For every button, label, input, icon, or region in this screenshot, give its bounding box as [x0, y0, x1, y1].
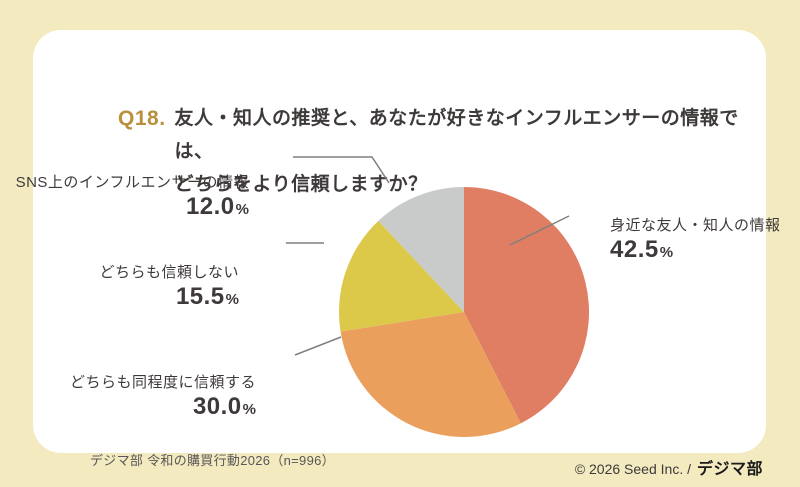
- percent-sign: %: [225, 291, 239, 308]
- slice-label-neither-text: どちらも信頼しない: [99, 264, 239, 281]
- chart-card: Q18. 友人・知人の推奨と、あなたが好きなインフルエンサーの情報では、 どちら…: [16, 30, 780, 468]
- footer-logo: デジマ部: [696, 461, 763, 478]
- slice-label-friends: 身近な友人・知人の情報 42.5%: [610, 216, 781, 266]
- slice-label-neither: どちらも信頼しない 15.5%: [99, 263, 239, 313]
- slice-label-sns-text: SNS上のインフルエンサーの情報: [15, 174, 249, 191]
- footer: © 2026 Seed Inc. / デジマ部: [575, 455, 763, 479]
- pie-slice-both: [340, 312, 521, 437]
- slice-label-both: どちらも同程度に信頼する 30.0%: [70, 373, 256, 423]
- percent-sign: %: [235, 201, 249, 218]
- slice-label-sns: SNS上のインフルエンサーの情報 12.0%: [16, 173, 249, 223]
- footer-copyright: © 2026 Seed Inc. /: [574, 461, 691, 477]
- slice-value-both: 30.0%: [192, 393, 256, 420]
- source-note: デジマ部 令和の購買行動2026（n=996）: [90, 453, 335, 468]
- percent-sign: %: [659, 244, 674, 261]
- slice-label-friends-text: 身近な友人・知人の情報: [610, 217, 781, 234]
- percent-sign: %: [242, 401, 256, 418]
- question-line1: 友人・知人の推奨と、あなたが好きなインフルエンサーの情報では、: [174, 108, 739, 162]
- pie-slice-sns: [378, 187, 464, 312]
- slice-value-neither: 15.5%: [175, 283, 239, 310]
- pie-slice-friends: [464, 187, 589, 424]
- slice-value-sns: 12.0%: [185, 193, 249, 220]
- slice-label-both-text: どちらも同程度に信頼する: [69, 374, 256, 391]
- slice-value-friends: 42.5%: [610, 236, 674, 263]
- pie-chart: [339, 187, 589, 437]
- pie-slice-neither: [339, 220, 464, 332]
- question-number: Q18.: [118, 107, 166, 130]
